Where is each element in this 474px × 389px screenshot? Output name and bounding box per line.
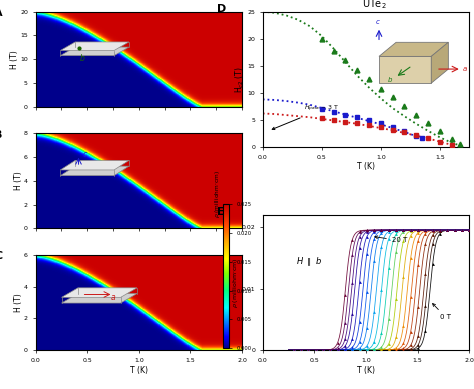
Y-axis label: $\rho$ (milliohm$\cdot$cm): $\rho$ (milliohm$\cdot$cm): [231, 257, 240, 308]
Text: A: A: [0, 8, 3, 18]
Text: $H$ $\parallel$ $b$: $H$ $\parallel$ $b$: [296, 255, 322, 268]
Text: UTe$_2$: UTe$_2$: [362, 0, 387, 11]
Text: 0 T: 0 T: [433, 303, 451, 320]
Text: D: D: [217, 4, 227, 14]
Text: B: B: [0, 130, 3, 140]
Y-axis label: H$_{c2}$ (T): H$_{c2}$ (T): [233, 66, 246, 93]
Y-axis label: H (T): H (T): [14, 172, 23, 190]
Y-axis label: H (T): H (T): [14, 293, 23, 312]
Y-axis label: H (T): H (T): [9, 50, 18, 68]
X-axis label: T (K): T (K): [130, 366, 148, 375]
X-axis label: T (K): T (K): [357, 163, 375, 172]
X-axis label: T (K): T (K): [357, 366, 375, 375]
Text: C: C: [0, 251, 2, 261]
Text: $\rho$ (milliohm$\cdot$cm): $\rho$ (milliohm$\cdot$cm): [213, 171, 222, 218]
Text: $H_{para}$ ~ 3 T: $H_{para}$ ~ 3 T: [272, 104, 340, 130]
Text: E: E: [217, 207, 225, 217]
Text: 20 T: 20 T: [375, 236, 407, 244]
